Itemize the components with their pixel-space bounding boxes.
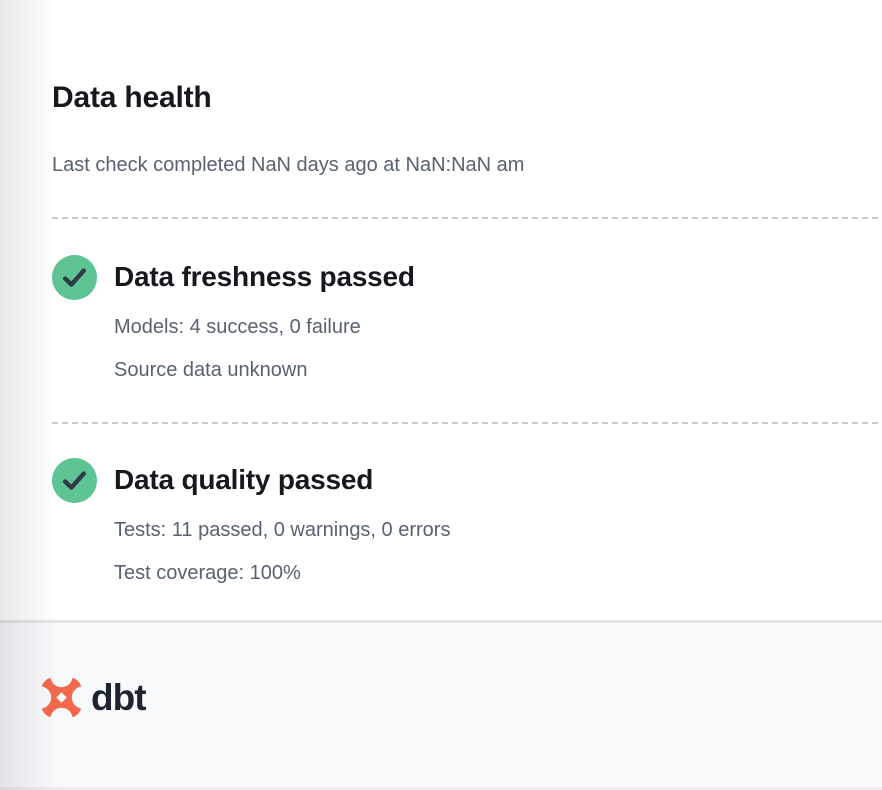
success-check-circle-icon — [52, 255, 97, 300]
divider — [52, 217, 882, 219]
check-body: Data quality passed Tests: 11 passed, 0 … — [114, 458, 450, 587]
check-body: Data freshness passed Models: 4 success,… — [114, 255, 415, 384]
dbt-logo-text: dbt — [91, 677, 147, 718]
check-detail: Source data unknown — [114, 359, 308, 381]
check-detail: Test coverage: 100% — [114, 562, 301, 584]
check-title: Data quality passed — [114, 464, 374, 495]
check-section-freshness: Data freshness passed Models: 4 success,… — [52, 255, 882, 384]
check-detail: Tests: 11 passed, 0 warnings, 0 errors — [114, 519, 451, 541]
page-title: Data health — [52, 81, 212, 114]
check-section-quality: Data quality passed Tests: 11 passed, 0 … — [52, 458, 882, 587]
dbt-logo[interactable]: dbt — [40, 676, 147, 719]
check-title: Data freshness passed — [114, 261, 415, 292]
footer: dbt — [0, 620, 882, 790]
check-detail: Models: 4 success, 0 failure — [114, 316, 361, 338]
divider — [52, 422, 882, 424]
success-check-circle-icon — [52, 458, 97, 503]
bottom-edge-line — [0, 787, 882, 790]
last-check-status: Last check completed NaN days ago at NaN… — [52, 154, 525, 176]
dbt-logo-icon — [40, 676, 83, 719]
data-health-content: Data health Last check completed NaN day… — [52, 81, 882, 587]
